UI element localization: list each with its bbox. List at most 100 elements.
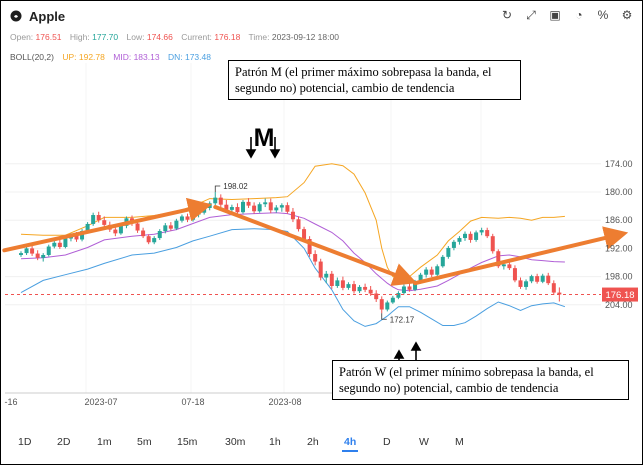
timeframe-w[interactable]: W bbox=[419, 436, 429, 448]
candle-body bbox=[318, 261, 323, 278]
m-pattern-letter: M bbox=[254, 124, 275, 152]
candle-body bbox=[35, 253, 40, 258]
trend-arrows bbox=[2, 197, 629, 286]
timeframe-4h[interactable]: 4h bbox=[341, 436, 359, 452]
settings-icon[interactable]: ⚙ bbox=[621, 8, 633, 22]
bull-candle bbox=[524, 279, 529, 290]
high-label: High: bbox=[69, 32, 90, 42]
time-tick-label: -16 bbox=[4, 397, 17, 407]
timeframe-2h[interactable]: 2h bbox=[307, 436, 319, 448]
candle-body bbox=[435, 266, 440, 275]
bull-candle bbox=[385, 300, 390, 312]
bear-candle bbox=[329, 270, 334, 289]
time-value: 2023-09-12 18:00 bbox=[271, 32, 339, 42]
price-tick-label: 192.00 bbox=[605, 243, 633, 253]
bull-candle bbox=[241, 199, 245, 214]
bear-candle bbox=[146, 234, 151, 245]
current-value: 176.18 bbox=[214, 32, 241, 42]
bull-candle bbox=[435, 264, 440, 277]
current-price-badge bbox=[602, 287, 638, 302]
timeframe-1d[interactable]: 1D bbox=[18, 436, 32, 448]
bollinger-bands bbox=[20, 163, 566, 327]
bear-candle bbox=[374, 290, 379, 302]
expand-icon[interactable]: ⤢ bbox=[526, 8, 536, 22]
candle-body bbox=[274, 207, 279, 211]
pie-chart-icon[interactable]: ◔ bbox=[575, 8, 583, 22]
timeframe-30m[interactable]: 30m bbox=[225, 436, 246, 448]
bull-candle bbox=[91, 212, 96, 226]
bull-candle bbox=[457, 236, 462, 245]
bull-candle bbox=[324, 270, 329, 284]
bear-candle bbox=[551, 280, 556, 295]
timeframe-1m[interactable]: 1m bbox=[97, 436, 112, 448]
candle-body bbox=[546, 275, 551, 284]
bull-candle bbox=[463, 231, 467, 241]
candle-body bbox=[363, 286, 368, 290]
price-tick-label: 204.00 bbox=[605, 300, 633, 310]
candle-body bbox=[19, 253, 23, 255]
candle-body bbox=[241, 201, 245, 213]
price-markers: 176.18 198.02 172.17 bbox=[5, 182, 638, 324]
low-value: 174.66 bbox=[146, 32, 173, 42]
candle-body bbox=[179, 216, 184, 221]
image-icon[interactable]: ▣ bbox=[549, 8, 561, 22]
bull-candle bbox=[401, 284, 406, 295]
bear-candle bbox=[507, 261, 512, 271]
candle-body bbox=[85, 223, 90, 232]
timeframe-15m[interactable]: 15m bbox=[177, 436, 198, 448]
bear-candle bbox=[296, 216, 301, 232]
candle-body bbox=[202, 207, 207, 213]
percent-icon[interactable]: % bbox=[597, 8, 609, 22]
app-title: Apple bbox=[29, 9, 66, 24]
bear-candle bbox=[185, 213, 190, 223]
candle-body bbox=[468, 233, 473, 240]
ohlc-readout: Open: 176.51 High: 177.70 Low: 174.66 Cu… bbox=[10, 32, 339, 42]
candle-body bbox=[352, 284, 356, 292]
bear-candle bbox=[313, 250, 318, 266]
candle-body bbox=[146, 236, 151, 243]
candle-body bbox=[507, 264, 512, 269]
candle-body bbox=[474, 232, 479, 240]
candle-body bbox=[296, 219, 301, 230]
w-pattern-annotation: Patrón W (el primer mínimo sobrepasa la … bbox=[332, 360, 629, 400]
bull-candle bbox=[346, 282, 351, 290]
bear-candle bbox=[57, 239, 62, 249]
candle-body bbox=[80, 231, 85, 240]
candle-body bbox=[290, 211, 295, 220]
timeframe-2d[interactable]: 2D bbox=[57, 436, 71, 448]
candle-body bbox=[41, 254, 46, 258]
bear-candle bbox=[485, 227, 490, 239]
bull-candle bbox=[274, 205, 279, 213]
boll-dn-label: DN: bbox=[167, 52, 183, 62]
bull-candle bbox=[196, 209, 201, 218]
candle-body bbox=[524, 281, 529, 287]
candle-body bbox=[163, 225, 168, 232]
candle-body bbox=[501, 264, 506, 267]
bull-candle bbox=[279, 203, 284, 212]
bull-candle bbox=[19, 251, 23, 257]
boll-dn-value: 173.48 bbox=[184, 52, 211, 62]
timeframe-5m[interactable]: 5m bbox=[137, 436, 152, 448]
timeframe-d[interactable]: D bbox=[383, 436, 391, 448]
candle-body bbox=[346, 284, 351, 288]
bull-candle bbox=[474, 230, 479, 242]
timeframe-1h[interactable]: 1h bbox=[269, 436, 281, 448]
high-marker-label: 198.02 bbox=[223, 182, 248, 191]
bull-candle bbox=[424, 267, 429, 278]
trend-arrow bbox=[413, 226, 629, 286]
candle-body bbox=[168, 225, 173, 229]
bull-candle bbox=[335, 277, 340, 288]
candle-body bbox=[390, 297, 395, 303]
bull-candle bbox=[174, 218, 179, 231]
low-marker-label: 172.17 bbox=[390, 315, 415, 324]
candle-body bbox=[102, 220, 107, 225]
bull-candle bbox=[390, 295, 395, 304]
candle-body bbox=[263, 202, 268, 205]
refresh-icon[interactable]: ↻ bbox=[501, 8, 513, 22]
bear-candle bbox=[429, 266, 434, 278]
boll-mid-value: 183.13 bbox=[133, 52, 160, 62]
bear-candle bbox=[368, 286, 373, 296]
candle-body bbox=[185, 216, 190, 220]
timeframe-m[interactable]: M bbox=[455, 436, 464, 448]
candle-body bbox=[440, 256, 445, 267]
